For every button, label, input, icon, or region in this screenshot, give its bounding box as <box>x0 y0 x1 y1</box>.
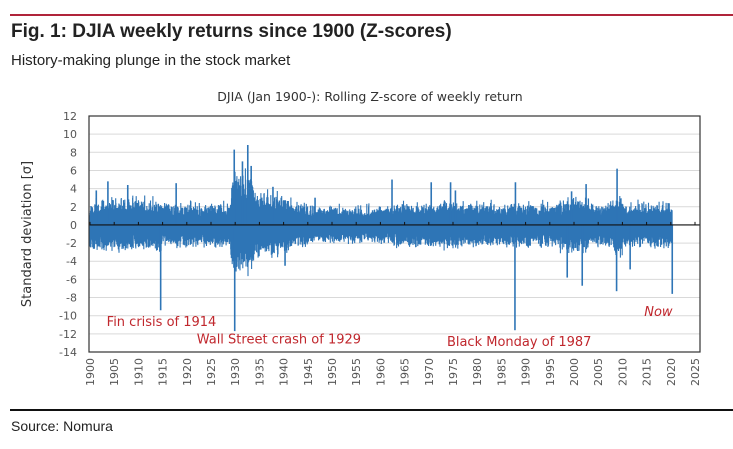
annotation-label: Wall Street crash of 1929 <box>197 332 361 347</box>
y-tick-label: -4 <box>66 255 77 268</box>
x-tick-label: 1930 <box>229 358 242 386</box>
figure-title: Fig. 1: DJIA weekly returns since 1900 (… <box>11 21 452 42</box>
x-tick-label: 1920 <box>181 358 194 386</box>
y-tick-label: 10 <box>63 128 77 141</box>
y-tick-labels: 12 10 8 6 4 2 0 -2 -4 -6 -8 -10 -12 -14 <box>59 110 77 359</box>
x-tick-label: 1980 <box>471 358 484 386</box>
footer-rule <box>10 409 733 411</box>
x-tick-label: 1950 <box>326 358 339 386</box>
annotations: Fin crisis of 1914 Wall Street crash of 1… <box>107 305 673 350</box>
y-tick-label: 2 <box>70 201 77 214</box>
annotation-label: Black Monday of 1987 <box>447 335 592 350</box>
y-tick-label: 8 <box>70 146 77 159</box>
series-z-score <box>89 145 674 332</box>
y-tick-label: 0 <box>70 219 77 232</box>
x-tick-label: 2010 <box>616 358 629 386</box>
x-tick-label: 2000 <box>568 358 581 386</box>
annotation-label: Now <box>644 305 673 320</box>
y-tick-label: -10 <box>59 310 77 323</box>
x-tick-label: 1965 <box>399 358 412 386</box>
x-tick-label: 1975 <box>447 358 460 386</box>
y-tick-label: 4 <box>70 183 77 196</box>
x-tick-label: 1900 <box>84 358 97 386</box>
x-tick-label: 1945 <box>302 358 315 386</box>
header-rule <box>10 14 733 16</box>
plot-frame <box>88 115 701 353</box>
x-tick-label: 2020 <box>665 358 678 386</box>
x-tick-label: 1940 <box>278 358 291 386</box>
x-tick-label: 1990 <box>520 358 533 386</box>
chart-title: DJIA (Jan 1900-): Rolling Z-score of wee… <box>217 89 522 104</box>
x-tick-label: 1955 <box>350 358 363 386</box>
x-tick-label: 1960 <box>374 358 387 386</box>
y-tick-label: -2 <box>66 237 77 250</box>
x-tick-label: 2005 <box>592 358 605 386</box>
x-tick-label: 2025 <box>689 358 702 386</box>
y-tick-label: -14 <box>59 346 77 359</box>
figure-subtitle: History-making plunge in the stock marke… <box>11 52 291 69</box>
y-axis-label: Standard deviation [σ] <box>20 161 35 307</box>
x-tick-labels: 1900 1905 1910 1915 1920 1925 1930 1935 1940 1945… <box>84 358 702 386</box>
x-tick-label: 1910 <box>132 358 145 386</box>
y-tick-label: 12 <box>63 110 77 123</box>
zero-axis <box>89 221 700 226</box>
x-tick-label: 1905 <box>108 358 121 386</box>
source-note: Source: Nomura <box>11 418 113 434</box>
x-tick-label: 1915 <box>157 358 170 386</box>
series-bulk <box>89 168 673 277</box>
x-tick-label: 1935 <box>253 358 266 386</box>
y-tick-label: 6 <box>70 164 77 177</box>
y-tick-label: -12 <box>59 328 77 341</box>
x-tick-label: 2015 <box>641 358 654 386</box>
x-tick-label: 1970 <box>423 358 436 386</box>
y-tick-label: -8 <box>66 292 77 305</box>
y-tick-label: -6 <box>66 273 77 286</box>
annotation-label: Fin crisis of 1914 <box>107 315 217 330</box>
x-tick-label: 1995 <box>544 358 557 386</box>
x-tick-label: 1925 <box>205 358 218 386</box>
x-tick-label: 1985 <box>495 358 508 386</box>
